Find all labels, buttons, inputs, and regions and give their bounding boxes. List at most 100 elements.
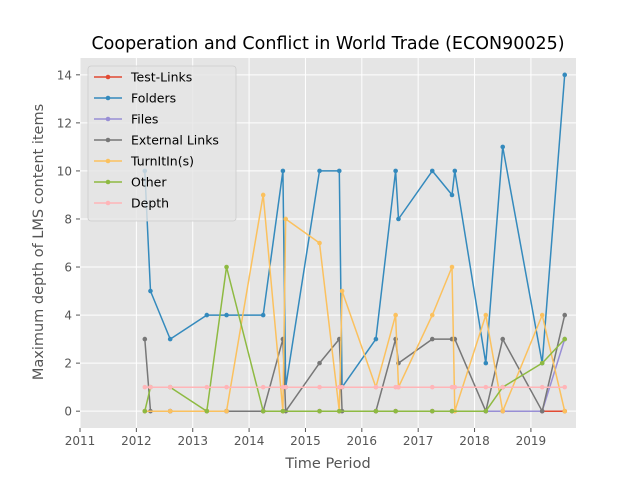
data-point (452, 168, 458, 174)
data-point (500, 144, 506, 150)
data-point (483, 384, 489, 390)
data-point (396, 384, 401, 390)
data-point (317, 384, 322, 390)
data-point (204, 408, 210, 414)
legend-label: TurnItIn(s) (130, 154, 194, 169)
data-point (142, 384, 148, 390)
x-tick-label: 2012 (121, 434, 152, 448)
y-tick-label: 4 (64, 309, 72, 323)
legend-label: Folders (131, 91, 176, 106)
data-point (373, 384, 379, 390)
data-point (429, 312, 435, 318)
data-point (204, 384, 210, 390)
x-tick-label: 2011 (65, 434, 96, 448)
y-tick-label: 10 (57, 164, 72, 178)
x-tick-label: 2015 (290, 434, 321, 448)
data-point (539, 360, 545, 366)
data-point (483, 408, 489, 414)
data-point (500, 336, 506, 342)
legend-label: Other (131, 175, 167, 190)
data-point (393, 312, 398, 318)
x-tick-label: 2014 (234, 434, 265, 448)
data-point (283, 216, 289, 222)
data-point (500, 408, 506, 414)
data-point (539, 384, 545, 390)
data-point (449, 264, 455, 270)
data-point (562, 336, 568, 342)
x-tick-label: 2016 (347, 434, 378, 448)
data-point (224, 312, 229, 318)
legend-label: Test-Links (130, 70, 192, 85)
x-tick-label: 2018 (459, 434, 490, 448)
x-tick-label: 2013 (177, 434, 208, 448)
x-tick-label: 2017 (403, 434, 434, 448)
data-point (224, 384, 229, 390)
data-point (148, 288, 153, 294)
y-tick-label: 0 (64, 405, 72, 419)
data-point (562, 312, 568, 318)
y-axis-label: Maximum depth of LMS content items (31, 104, 47, 380)
data-series (142, 72, 568, 414)
data-point (260, 408, 266, 414)
data-point (148, 384, 153, 390)
data-point (336, 408, 342, 414)
y-tick-label: 14 (57, 68, 72, 82)
data-point (167, 408, 173, 414)
data-point (339, 288, 345, 294)
legend-swatch-marker (105, 95, 111, 101)
data-point (280, 408, 286, 414)
data-point (449, 408, 455, 414)
x-tick-label: 2019 (516, 434, 547, 448)
data-point (260, 312, 266, 318)
data-point (317, 168, 322, 174)
data-point (562, 384, 568, 390)
data-point (283, 384, 289, 390)
data-point (373, 336, 379, 342)
data-point (260, 384, 266, 390)
data-point (339, 384, 345, 390)
x-axis-label: Time Period (284, 456, 370, 472)
data-point (483, 360, 489, 366)
y-tick-label: 6 (64, 261, 72, 275)
data-point (280, 168, 286, 174)
data-point (562, 408, 568, 414)
data-point (167, 384, 173, 390)
data-point (500, 384, 506, 390)
data-point (224, 408, 229, 414)
legend-swatch-marker (105, 158, 111, 164)
data-point (393, 408, 398, 414)
chart-title: Cooperation and Conflict in World Trade … (91, 34, 564, 54)
data-point (167, 336, 173, 342)
data-point (483, 312, 489, 318)
data-point (142, 336, 148, 342)
series-line (144, 194, 566, 412)
series-6 (142, 384, 568, 390)
data-point (317, 240, 322, 246)
data-point (224, 264, 229, 270)
data-point (429, 336, 435, 342)
data-point (204, 312, 210, 318)
legend-swatch-marker (105, 137, 111, 143)
data-point (260, 192, 266, 198)
data-point (429, 408, 435, 414)
axis-ticks: 2011 2012 2013 2014 2015 2016 2017 2018 2019 0 2 4 6… (57, 68, 546, 448)
data-point (317, 408, 322, 414)
y-tick-label: 8 (64, 212, 72, 226)
data-point (317, 360, 322, 366)
data-point (539, 408, 545, 414)
legend-swatch-marker (105, 179, 111, 185)
data-point (393, 168, 398, 174)
legend-label: Files (131, 112, 158, 127)
legend-label: External Links (131, 133, 219, 148)
data-point (449, 192, 455, 198)
legend-label: Depth (131, 196, 169, 211)
data-point (373, 408, 379, 414)
legend: Test-Links Folders Files External Links Turn… (87, 65, 237, 222)
legend-swatch-marker (105, 116, 111, 122)
data-point (562, 72, 568, 78)
data-point (396, 216, 401, 222)
legend-box (87, 65, 237, 222)
legend-swatch-marker (105, 200, 111, 206)
